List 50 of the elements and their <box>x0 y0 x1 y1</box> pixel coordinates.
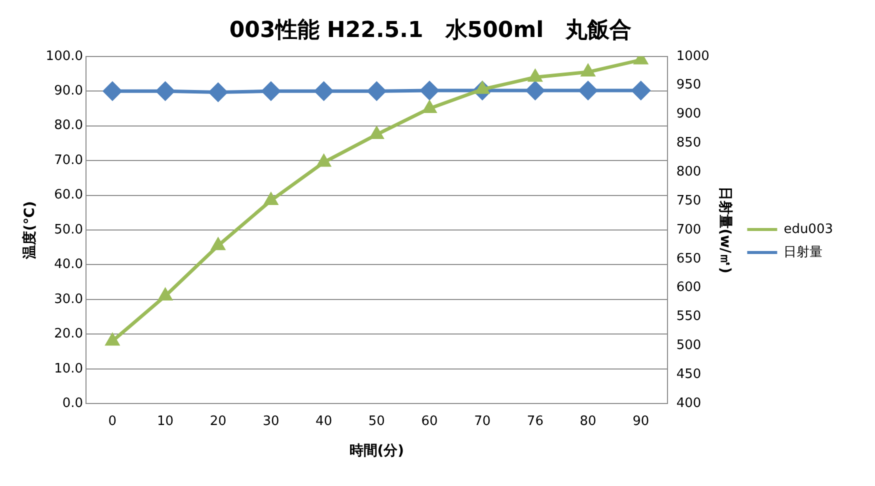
y2-tick-label: 850 <box>676 136 702 151</box>
point <box>106 334 119 346</box>
x-tick-label: 90 <box>632 414 650 429</box>
y2-tick-label: 750 <box>676 193 702 208</box>
x-tick-label: 10 <box>157 414 174 429</box>
legend-label: 日射量 <box>784 244 823 260</box>
legend-label: edu003 <box>784 222 834 237</box>
x-tick-label: 80 <box>580 414 596 429</box>
point <box>317 155 330 167</box>
point <box>264 193 278 205</box>
x-tick-label: 50 <box>368 414 385 429</box>
y-tick-label: 50.0 <box>54 222 84 238</box>
y-tick-label: 10.0 <box>54 361 84 376</box>
y-tick-label: 20.0 <box>54 326 84 342</box>
y-tick-label: 40.0 <box>54 257 84 272</box>
y2-tick-label: 700 <box>676 222 702 238</box>
point <box>528 70 542 82</box>
x-tick-label: 70 <box>474 414 491 429</box>
y2-tick-label: 900 <box>676 106 702 122</box>
point <box>582 64 595 77</box>
point <box>212 238 225 250</box>
y-axis-title: 温度(℃) <box>21 201 38 260</box>
y2-tick-label: 800 <box>676 164 702 180</box>
y2-tick-label: 550 <box>676 309 702 324</box>
x-tick-label: 30 <box>262 414 280 429</box>
y2-tick-label: 600 <box>676 280 702 296</box>
y-tick-label: 100.0 <box>46 48 84 64</box>
y2-tick-label: 400 <box>676 396 702 411</box>
x-tick-label: 0 <box>108 414 117 429</box>
x-axis-title: 時間(分) <box>349 443 404 460</box>
y-tick-label: 0.0 <box>62 396 84 411</box>
y2-tick-label: 450 <box>676 367 702 382</box>
x-tick-label: 20 <box>210 414 226 429</box>
y2-axis-title: 日射量(w/㎡) <box>717 186 734 274</box>
y2-tick-label: 1000 <box>676 48 710 64</box>
chart-title: 003性能 H22.5.1 水500ml 丸飯合 <box>229 18 632 43</box>
y-tick-label: 80.0 <box>54 118 84 134</box>
point <box>422 101 436 113</box>
x-tick-label: 76 <box>526 414 544 429</box>
y-tick-label: 60.0 <box>54 188 84 203</box>
y-tick-label: 30.0 <box>54 292 84 307</box>
y2-tick-label: 650 <box>676 251 702 266</box>
x-tick-label: 40 <box>316 414 332 429</box>
y-tick-label: 70.0 <box>54 152 84 168</box>
point <box>158 288 172 300</box>
point <box>370 127 384 140</box>
y2-tick-label: 500 <box>676 338 702 354</box>
y2-tick-label: 950 <box>676 78 702 93</box>
x-tick-label: 60 <box>421 414 438 429</box>
y-tick-label: 90.0 <box>54 83 84 98</box>
